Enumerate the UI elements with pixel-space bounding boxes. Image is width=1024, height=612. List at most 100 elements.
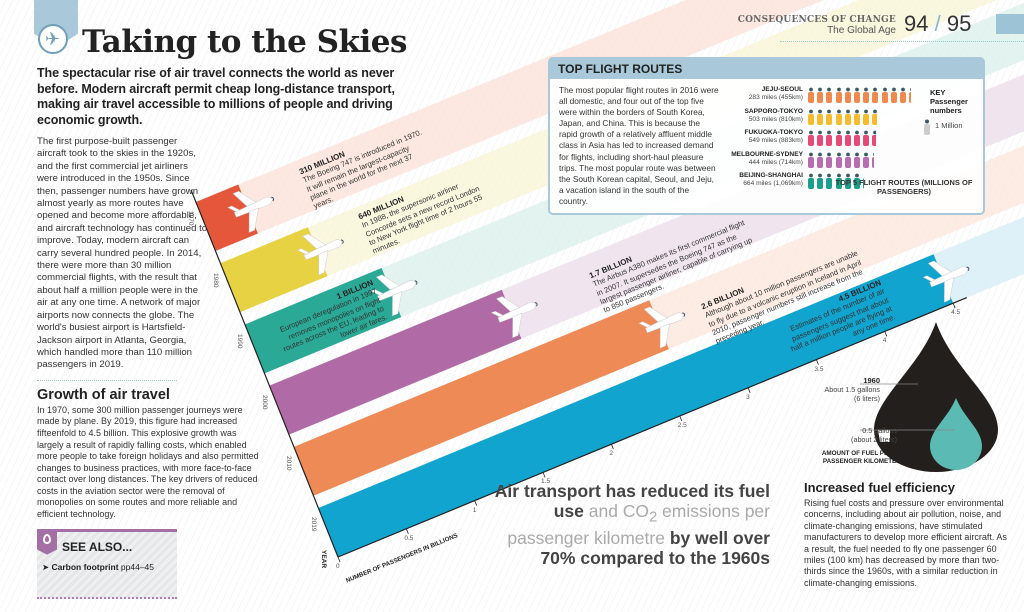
airplane-icon <box>227 191 275 233</box>
airplane-icon <box>370 274 418 317</box>
person-icon <box>853 152 860 168</box>
key-unit: 1 Million <box>935 121 963 130</box>
person-icon <box>909 87 911 103</box>
route-passenger-icons <box>807 152 875 168</box>
person-key-icon <box>924 119 930 135</box>
person-icon <box>817 152 824 168</box>
fuel-drop-icon <box>860 322 998 472</box>
page-numbers: 94 / 95 <box>904 11 972 36</box>
person-icon <box>817 109 824 125</box>
bar-2000 <box>269 289 522 435</box>
location-pin-icon <box>37 528 57 555</box>
top-flight-routes-panel: TOP FLIGHT ROUTES The most popular fligh… <box>548 57 985 216</box>
person-icon <box>817 130 824 146</box>
x-tick-label: 2 <box>609 450 614 458</box>
chevron-tab-icon <box>996 14 1024 34</box>
airplane-icon <box>638 306 686 349</box>
route-label: JEJU-SEOUL 283 miles (455km) <box>748 86 803 101</box>
person-icon <box>881 87 888 103</box>
person-icon <box>817 173 824 189</box>
person-icon <box>835 87 842 103</box>
growth-text: In 1970, some 300 million passenger jour… <box>37 404 259 520</box>
route-passenger-icons <box>807 173 865 189</box>
person-icon <box>817 87 824 103</box>
route-passenger-icons <box>807 130 876 146</box>
person-icon <box>863 130 870 146</box>
y-tick-label: 1980 <box>211 272 219 287</box>
route-label: BEIJING-SHANGHAI 664 miles (1,069km) <box>739 172 803 187</box>
person-icon <box>853 173 860 189</box>
x-tick <box>611 444 614 450</box>
person-icon <box>863 109 870 125</box>
person-icon <box>844 109 851 125</box>
globe-plane-icon: ✈ <box>38 24 68 54</box>
y-tick-label: 2019 <box>309 517 317 532</box>
fuel-caption: AMOUNT OF FUEL PER 100 PASSENGER KILOMET… <box>821 450 905 465</box>
bar-trail-2019 <box>933 216 1024 304</box>
fuel-heading: Increased fuel efficiency <box>804 480 956 495</box>
person-icon <box>872 87 879 103</box>
x-tick-label: 3.5 <box>814 365 824 373</box>
person-icon <box>844 152 851 168</box>
person-icon <box>808 87 814 103</box>
y-tick-label: 2000 <box>260 394 268 410</box>
route-passenger-icons <box>807 87 911 103</box>
body-text: The first purpose-built passenger aircra… <box>37 136 208 371</box>
person-icon <box>808 130 814 146</box>
airplane-icon <box>922 260 970 303</box>
growth-heading: Growth of air travel <box>37 386 170 403</box>
route-label: SAPPORO-TOKYO 503 miles (810km) <box>744 107 804 123</box>
person-icon <box>835 109 842 125</box>
person-icon <box>863 152 870 168</box>
see-also-link[interactable]: ➤ Carbon footprint pp44–45 <box>42 561 154 572</box>
person-icon <box>890 87 897 103</box>
person-icon <box>872 152 875 168</box>
panel-text: The most popular flight routes in 2016 w… <box>559 85 719 206</box>
key-title: KEY Passenger numbers <box>930 88 968 115</box>
x-tick-label: 2.5 <box>677 422 687 429</box>
person-icon <box>826 152 833 168</box>
person-icon <box>826 87 833 103</box>
x-tick-label: 4.5 <box>951 309 961 317</box>
airplane-icon <box>490 296 538 339</box>
y-tick-label: 1970 <box>187 211 195 226</box>
x-tick-label: 1 <box>472 506 477 514</box>
pull-quote: Air transport has reduced its fuel use a… <box>494 481 770 568</box>
person-icon <box>844 87 851 103</box>
y-axis <box>190 189 339 558</box>
fuel-2014-label: 2014 0.5 gallons (about 2 liters) <box>851 417 897 444</box>
x-tick <box>337 556 341 563</box>
x-tick <box>405 528 409 534</box>
x-tick <box>884 331 888 337</box>
person-icon <box>872 130 876 146</box>
x-tick-label: 1.5 <box>541 478 551 486</box>
y-axis-label: YEAR <box>320 550 327 569</box>
routes-caption: TOP 5 FLIGHT ROUTES (MILLIONS OF PASSENG… <box>835 178 973 196</box>
header-rule <box>780 41 1024 42</box>
x-tick <box>474 500 478 506</box>
see-also-heading: SEE ALSO... <box>62 539 133 554</box>
person-icon <box>835 173 842 189</box>
panel-heading: TOP FLIGHT ROUTES <box>550 59 983 79</box>
person-icon <box>826 109 833 125</box>
fuel-text: Rising fuel costs and pressure over envi… <box>804 498 1007 588</box>
y-tick-label: 2010 <box>285 456 293 471</box>
x-tick <box>747 387 751 393</box>
x-tick <box>816 359 819 365</box>
person-icon <box>899 87 906 103</box>
person-icon <box>808 173 814 189</box>
bar-1990 <box>244 268 402 374</box>
person-icon <box>835 130 842 146</box>
x-tick <box>542 472 546 478</box>
person-icon <box>863 178 865 189</box>
person-icon <box>872 109 877 125</box>
person-icon <box>853 130 860 146</box>
airplane-icon <box>297 233 344 276</box>
bar-2019 <box>318 254 954 558</box>
x-tick-label: 3 <box>746 393 750 401</box>
route-label: FUKUOKA-TOKYO 549 miles (883km) <box>744 129 804 144</box>
person-icon <box>863 87 870 103</box>
x-tick-label: 4 <box>882 337 887 345</box>
x-tick <box>679 415 683 422</box>
left-column: The spectacular rise of air travel conne… <box>37 66 417 599</box>
